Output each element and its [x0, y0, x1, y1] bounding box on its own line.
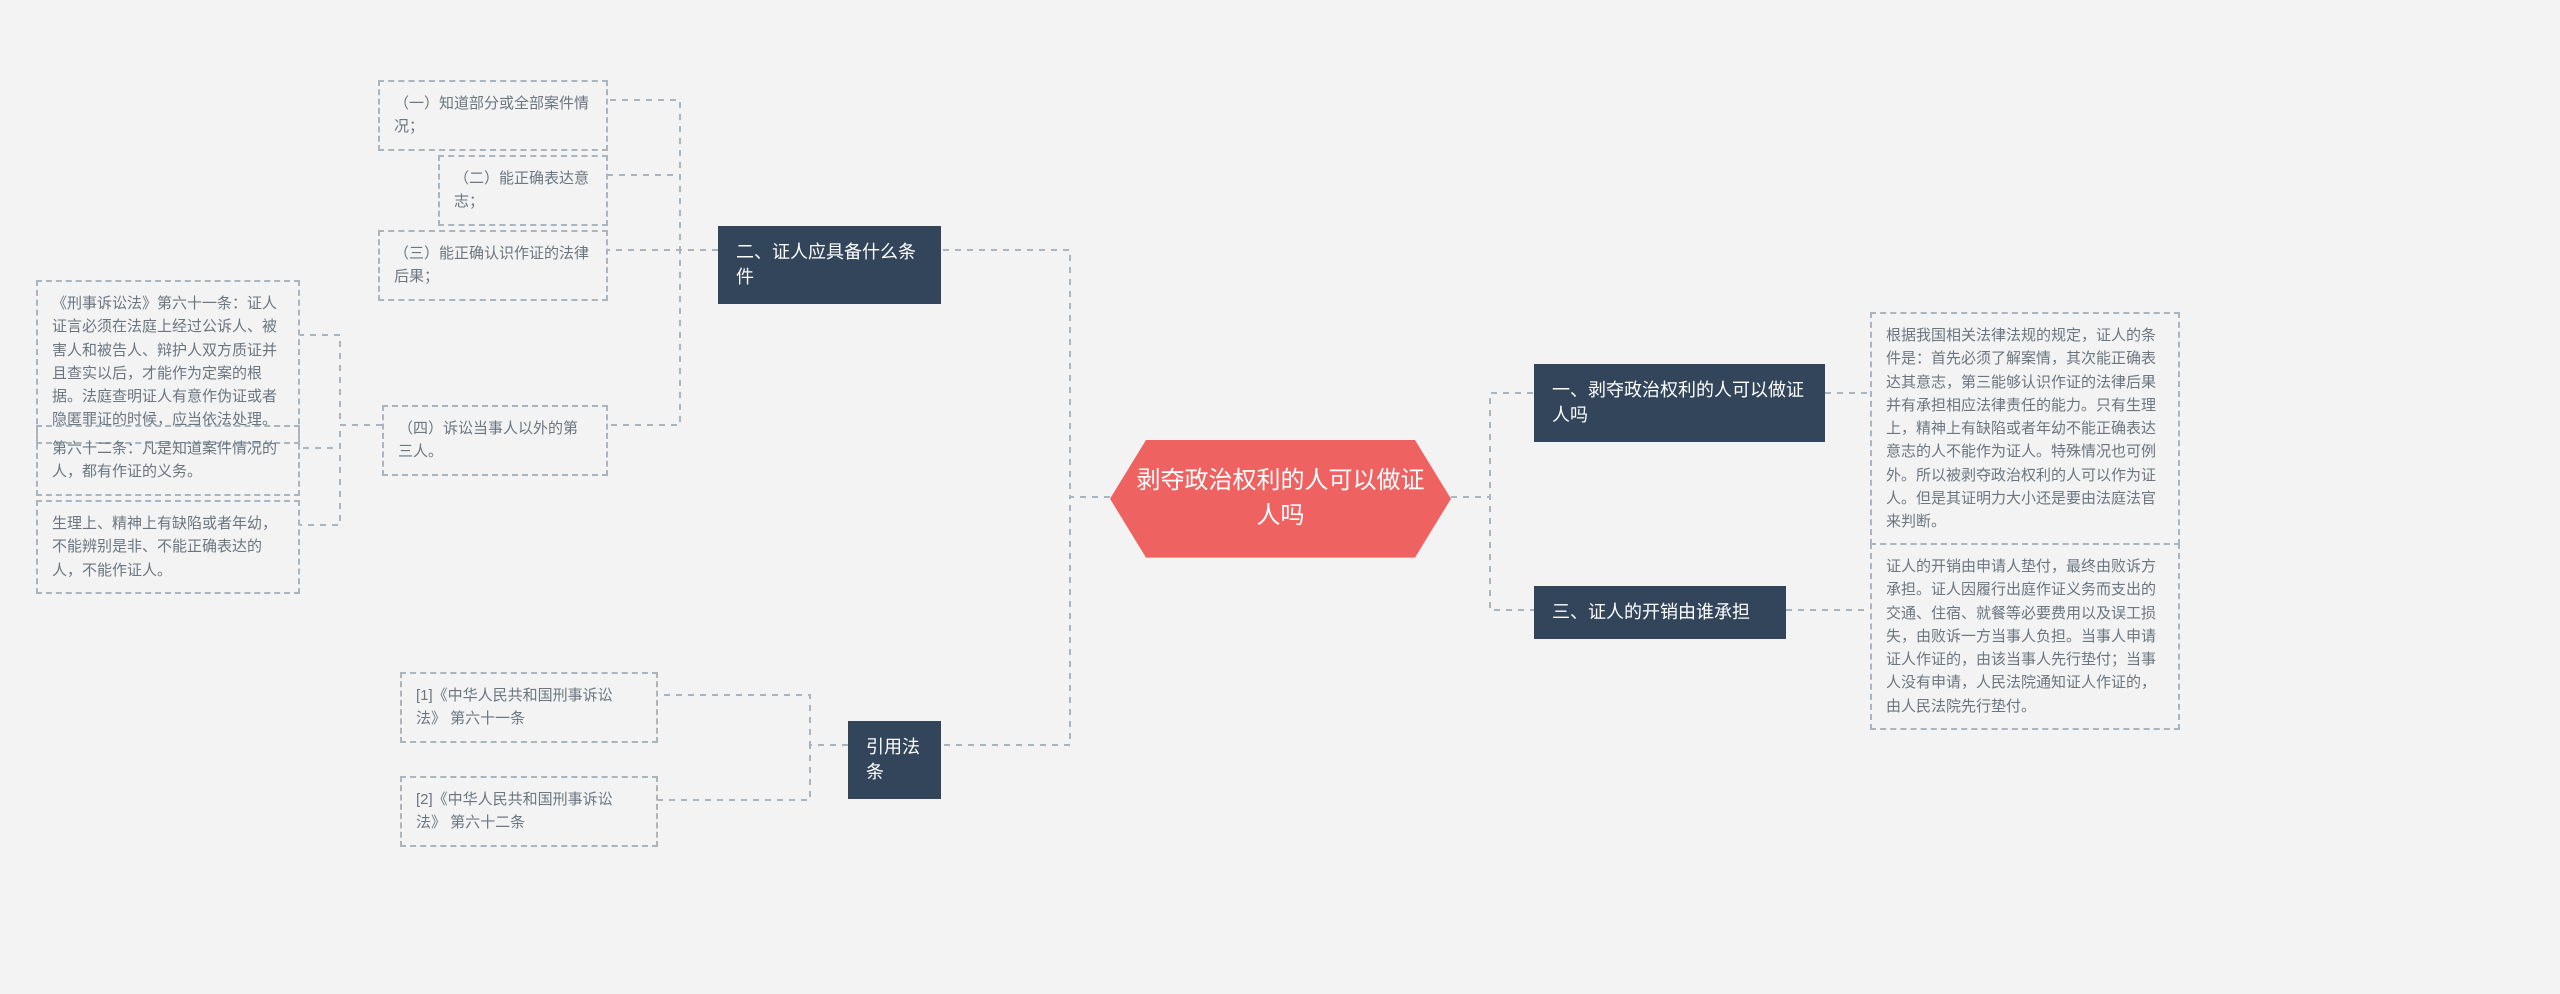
- root-node: 剥夺政治权利的人可以做证人吗: [1110, 440, 1451, 558]
- branch-2-c3: （三）能正确认识作证的法律后果；: [378, 230, 608, 301]
- branch-2-c4-s2: 第六十二条：凡是知道案件情况的人，都有作证的义务。: [36, 425, 300, 496]
- branch-2: 二、证人应具备什么条件: [718, 226, 941, 304]
- cite-1: [1]《中华人民共和国刑事诉讼法》 第六十一条: [400, 672, 658, 743]
- branch-2-c2: （二）能正确表达意志；: [438, 155, 608, 226]
- branch-2-c4-s3: 生理上、精神上有缺陷或者年幼，不能辨别是非、不能正确表达的人，不能作证人。: [36, 500, 300, 594]
- branch-1: 一、剥夺政治权利的人可以做证人吗: [1534, 364, 1825, 442]
- branch-3-detail: 证人的开销由申请人垫付，最终由败诉方承担。证人因履行出庭作证义务而支出的交通、住…: [1870, 543, 2180, 730]
- branch-2-c1: （一）知道部分或全部案件情况；: [378, 80, 608, 151]
- cite-2: [2]《中华人民共和国刑事诉讼法》 第六十二条: [400, 776, 658, 847]
- branch-2-c4: （四）诉讼当事人以外的第三人。: [382, 405, 608, 476]
- branch-cite: 引用法条: [848, 721, 941, 799]
- branch-1-detail: 根据我国相关法律法规的规定，证人的条件是：首先必须了解案情，其次能正确表达其意志…: [1870, 312, 2180, 545]
- branch-2-c4-s1: 《刑事诉讼法》第六十一条：证人证言必须在法庭上经过公诉人、被害人和被告人、辩护人…: [36, 280, 300, 444]
- branch-3: 三、证人的开销由谁承担: [1534, 586, 1786, 639]
